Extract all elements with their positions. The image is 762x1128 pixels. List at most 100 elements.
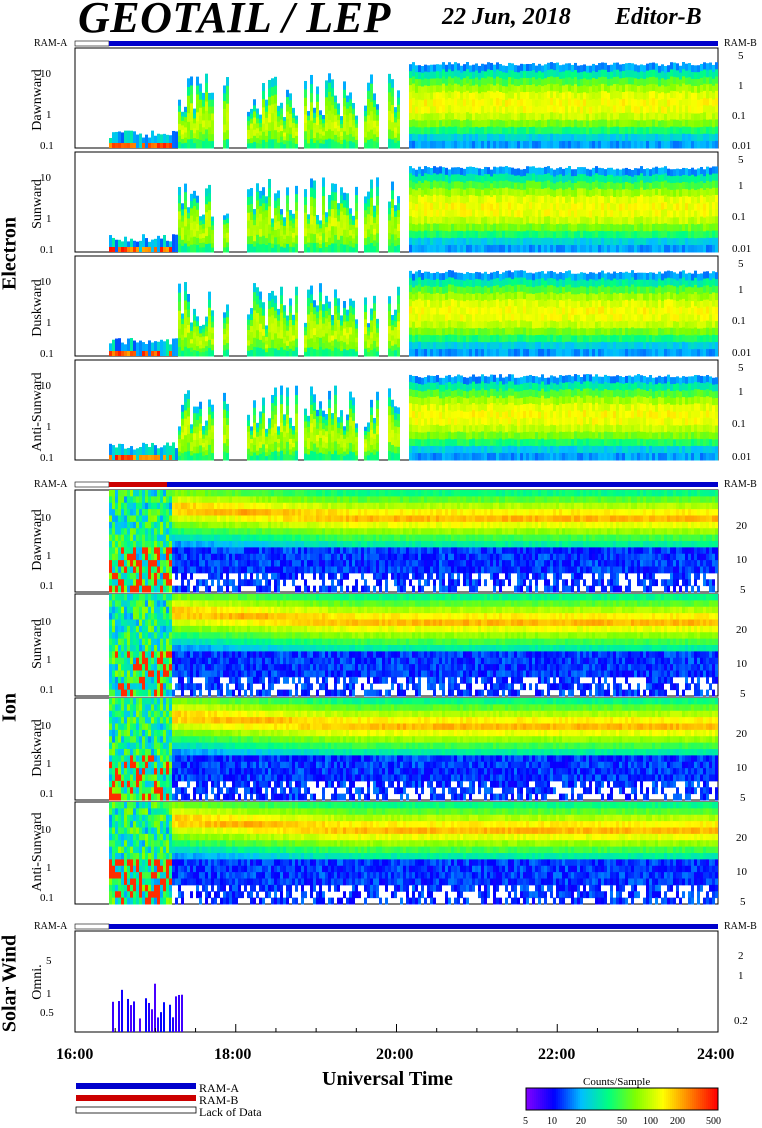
electron-cell bbox=[490, 314, 493, 322]
electron-cell bbox=[421, 314, 424, 322]
electron-cell bbox=[436, 85, 439, 93]
electron-cell bbox=[484, 106, 487, 114]
electron-cell bbox=[427, 120, 430, 128]
electron-cell bbox=[199, 83, 202, 93]
electron-cell bbox=[616, 300, 619, 309]
electron-cell bbox=[523, 327, 526, 336]
electron-cell bbox=[526, 223, 529, 232]
electron-cell bbox=[475, 237, 478, 246]
electron-cell bbox=[502, 307, 505, 315]
electron-cell bbox=[274, 318, 277, 327]
electron-cell bbox=[472, 134, 475, 142]
electron-cell bbox=[535, 202, 538, 211]
electron-cell bbox=[679, 169, 682, 177]
electron-cell bbox=[388, 207, 391, 215]
electron-cell bbox=[499, 237, 502, 246]
electron-cell bbox=[505, 113, 508, 122]
electron-cell bbox=[370, 320, 373, 327]
electron-cell bbox=[601, 83, 604, 92]
electron-cell bbox=[658, 237, 661, 246]
electron-cell bbox=[535, 79, 538, 87]
electron-cell bbox=[295, 202, 298, 212]
electron-cell bbox=[475, 63, 478, 71]
electron-cell bbox=[604, 238, 607, 246]
electron-cell bbox=[499, 328, 502, 336]
electron-cell bbox=[568, 334, 571, 343]
electron-cell bbox=[655, 216, 658, 225]
electron-cell bbox=[364, 319, 367, 328]
electron-cell bbox=[409, 78, 412, 86]
electron-cell bbox=[412, 217, 415, 225]
electron-cell bbox=[712, 85, 715, 94]
electron-cell bbox=[445, 92, 448, 100]
electron-cell bbox=[700, 166, 703, 175]
electron-cell bbox=[448, 217, 451, 225]
electron-cell bbox=[505, 93, 508, 101]
electron-cell bbox=[433, 209, 436, 217]
electron-cell bbox=[622, 175, 625, 183]
electron-cell bbox=[583, 92, 586, 100]
electron-cell bbox=[580, 216, 583, 225]
electron-cell bbox=[412, 119, 415, 128]
electron-cell bbox=[469, 244, 472, 253]
electron-cell bbox=[304, 339, 307, 345]
electron-cell bbox=[502, 223, 505, 232]
electron-cell bbox=[637, 85, 640, 94]
electron-cell bbox=[511, 77, 514, 86]
electron-cell bbox=[460, 230, 463, 239]
electron-cell bbox=[460, 286, 463, 295]
electron-cell bbox=[256, 209, 259, 219]
electron-cell bbox=[295, 218, 298, 228]
electron-cell bbox=[463, 308, 466, 316]
electron-cell bbox=[694, 120, 697, 128]
electron-cell bbox=[691, 120, 694, 128]
electron-cell bbox=[517, 92, 520, 101]
electron-cell bbox=[259, 139, 262, 145]
electron-cell bbox=[289, 120, 292, 129]
electron-cell bbox=[628, 62, 631, 71]
electron-cell bbox=[598, 70, 601, 78]
electron-cell bbox=[271, 299, 274, 308]
electron-cell bbox=[655, 202, 658, 210]
electron-cell bbox=[544, 230, 547, 239]
electron-cell bbox=[280, 246, 283, 253]
electron-cell bbox=[508, 306, 511, 314]
electron-cell bbox=[412, 196, 415, 204]
electron-cell bbox=[610, 174, 613, 183]
electron-cell bbox=[631, 140, 634, 149]
electron-cell bbox=[127, 143, 130, 148]
electron-cell bbox=[175, 131, 178, 148]
electron-cell bbox=[313, 107, 316, 114]
electron-cell bbox=[511, 133, 514, 142]
electron-cell bbox=[619, 127, 622, 135]
electron-cell bbox=[706, 84, 709, 92]
electron-cell bbox=[496, 341, 499, 350]
electron-cell bbox=[199, 329, 202, 334]
electron-cell bbox=[448, 277, 451, 285]
electron-cell bbox=[613, 245, 616, 253]
electron-cell bbox=[691, 181, 694, 190]
electron-cell bbox=[475, 181, 478, 190]
electron-cell bbox=[133, 240, 136, 252]
electron-cell bbox=[634, 342, 637, 350]
electron-cell bbox=[514, 113, 517, 121]
electron-cell bbox=[643, 272, 646, 281]
electron-cell bbox=[562, 85, 565, 93]
electron-cell bbox=[520, 126, 523, 135]
electron-cell bbox=[589, 134, 592, 142]
electron-cell bbox=[190, 130, 193, 140]
electron-cell bbox=[493, 166, 496, 175]
electron-cell bbox=[328, 230, 331, 239]
electron-cell bbox=[475, 188, 478, 197]
electron-cell bbox=[571, 169, 574, 177]
electron-cell bbox=[583, 286, 586, 295]
electron-cell bbox=[634, 168, 637, 176]
electron-cell bbox=[526, 321, 529, 329]
electron-cell bbox=[184, 142, 187, 149]
electron-cell bbox=[610, 314, 613, 323]
electron-cell bbox=[226, 317, 229, 325]
electron-cell bbox=[256, 338, 259, 348]
electron-cell bbox=[163, 133, 166, 148]
electron-cell bbox=[661, 78, 664, 86]
electron-cell bbox=[223, 247, 226, 253]
